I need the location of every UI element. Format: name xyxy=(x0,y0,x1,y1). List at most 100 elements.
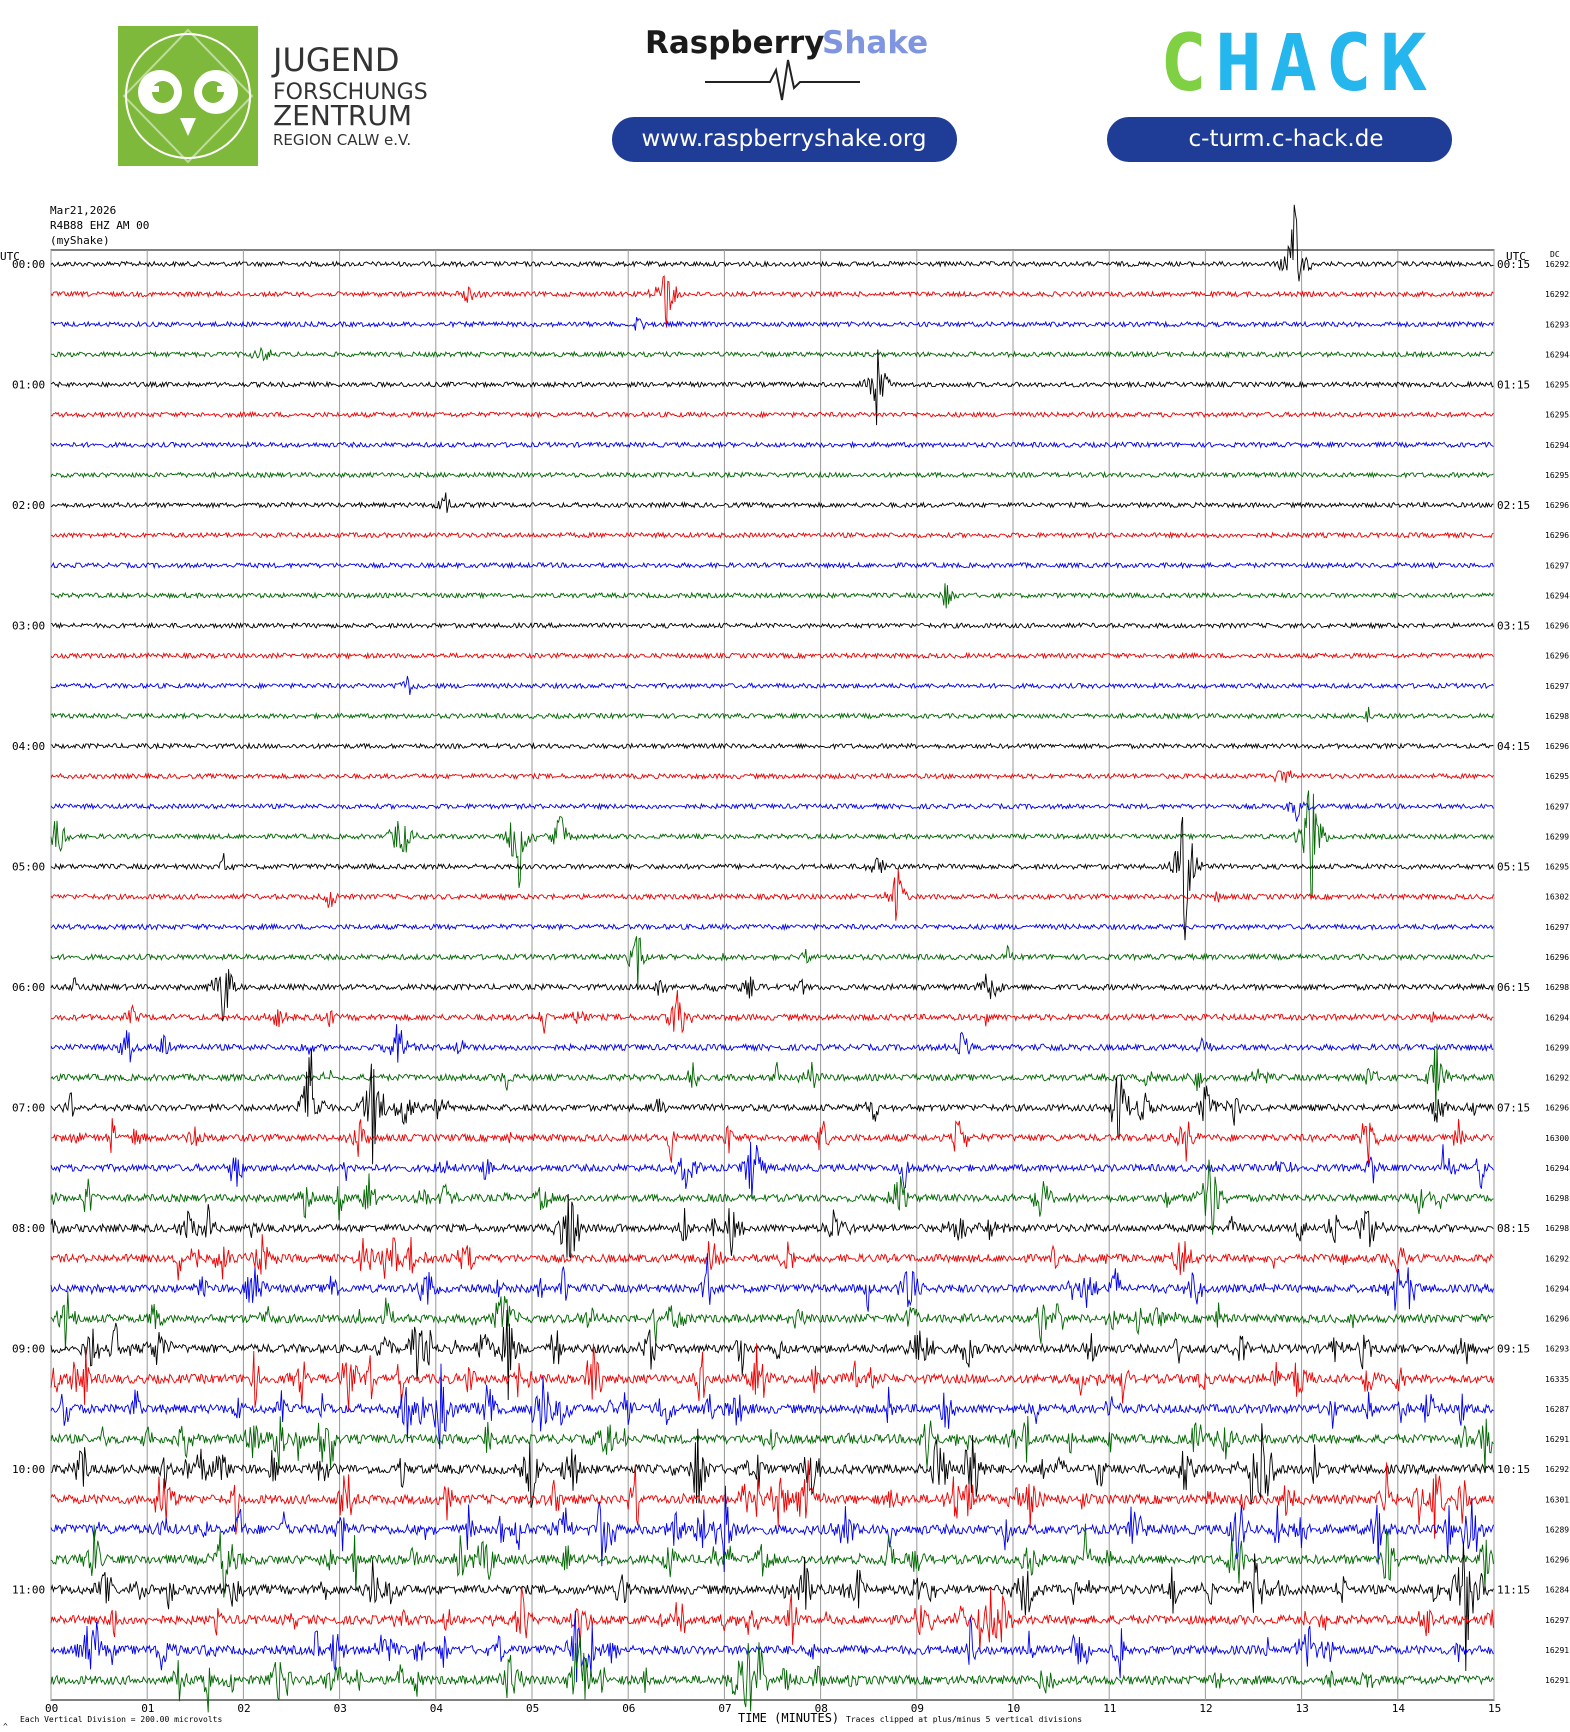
left-hour-label: 01:00 xyxy=(12,379,45,392)
dc-offset-label: 16292 xyxy=(1545,290,1569,299)
chack-letter-k: K xyxy=(1380,19,1427,109)
dc-offset-label: 16293 xyxy=(1545,1345,1569,1354)
rs-url-pill[interactable] xyxy=(612,117,957,162)
dc-offset-label: 16297 xyxy=(1545,1616,1569,1625)
trace-line xyxy=(50,1485,1494,1573)
dc-offset-label: 16289 xyxy=(1545,1525,1569,1534)
trace-line xyxy=(50,651,1494,660)
trace-line xyxy=(50,817,1494,941)
trace-line xyxy=(50,621,1494,630)
right-hour-label: 10:15 xyxy=(1497,1463,1530,1476)
right-hour-label: 09:15 xyxy=(1497,1343,1530,1356)
dc-offset-label: 16296 xyxy=(1545,531,1569,540)
dc-offset-label: 16297 xyxy=(1545,682,1569,691)
jfz-line2: FORSCHUNGS xyxy=(273,80,428,105)
dc-offset-label: 16302 xyxy=(1545,893,1569,902)
dc-offset-label: 16295 xyxy=(1545,381,1569,390)
x-axis-label: TIME (MINUTES) xyxy=(738,1711,839,1725)
right-hour-label: 00:15 xyxy=(1497,258,1530,271)
left-hour-label: 08:00 xyxy=(12,1222,45,1235)
rs-url-link[interactable]: www.raspberryshake.org xyxy=(642,126,927,152)
x-tick-label: 15 xyxy=(1488,1702,1501,1715)
x-tick-label: 01 xyxy=(141,1702,154,1715)
chack-letter-c2: C xyxy=(1325,19,1372,109)
dc-offset-label: 16299 xyxy=(1545,1043,1569,1052)
right-hour-label: 07:15 xyxy=(1497,1102,1530,1115)
chack-letter-h: H xyxy=(1215,19,1262,109)
dc-offset-label: 16294 xyxy=(1545,441,1569,450)
traces-group xyxy=(50,204,1494,1713)
dc-offset-label: 16292 xyxy=(1545,1254,1569,1263)
dc-offset-label: 16295 xyxy=(1545,411,1569,420)
dc-offset-label: 16298 xyxy=(1545,1224,1569,1233)
trace-line xyxy=(50,990,1494,1034)
x-tick-label: 12 xyxy=(1199,1702,1212,1715)
dc-offset-label: 16294 xyxy=(1545,1164,1569,1173)
footer-mark: ^ xyxy=(3,1722,8,1731)
dc-offset-label: 16296 xyxy=(1545,953,1569,962)
dc-offset-label: 16296 xyxy=(1545,1315,1569,1324)
trace-line xyxy=(50,317,1494,331)
x-tick-label: 04 xyxy=(430,1702,444,1715)
dc-offset-label: 16299 xyxy=(1545,832,1569,841)
plot-date: Mar21,2026 xyxy=(50,204,116,217)
dc-offset-label: 16295 xyxy=(1545,471,1569,480)
chack-letter-a: A xyxy=(1270,19,1317,109)
trace-line xyxy=(50,1343,1494,1411)
trace-line xyxy=(50,1309,1494,1401)
right-hour-label: 05:15 xyxy=(1497,861,1530,874)
right-hour-label: 11:15 xyxy=(1497,1584,1530,1597)
chack-letter-c: C xyxy=(1160,19,1207,109)
left-hour-label: 02:00 xyxy=(12,499,45,512)
right-hour-label: 04:15 xyxy=(1497,740,1530,753)
trace-line xyxy=(50,1290,1494,1351)
x-tick-label: 10 xyxy=(1007,1702,1020,1715)
trace-line xyxy=(50,1141,1494,1199)
dc-offset-label: 16298 xyxy=(1545,983,1569,992)
right-hour-label: 02:15 xyxy=(1497,499,1530,512)
dc-offset-label: 16296 xyxy=(1545,742,1569,751)
trace-line xyxy=(50,275,1494,328)
trace-line xyxy=(50,741,1494,751)
x-tick-label: 02 xyxy=(237,1702,250,1715)
dc-offset-label: 16296 xyxy=(1545,652,1569,661)
trace-line xyxy=(50,1460,1494,1539)
dc-offset-label: 16296 xyxy=(1545,622,1569,631)
trace-line xyxy=(50,440,1494,449)
dc-offset-label: 16284 xyxy=(1545,1586,1569,1595)
trace-line xyxy=(50,1541,1494,1672)
dc-offset-label: 16335 xyxy=(1545,1375,1569,1384)
left-hour-label: 03:00 xyxy=(12,620,45,633)
dc-offset-label: 16295 xyxy=(1545,772,1569,781)
x-tick-label: 09 xyxy=(911,1702,924,1715)
trace-line xyxy=(50,1043,1494,1112)
x-tick-label: 00 xyxy=(45,1702,58,1715)
dc-offset-label: 16287 xyxy=(1545,1405,1569,1414)
right-hour-label: 08:15 xyxy=(1497,1222,1530,1235)
dc-label: DC xyxy=(1550,250,1560,259)
trace-line xyxy=(50,706,1494,723)
trace-line xyxy=(50,1253,1494,1312)
dc-offset-label: 16292 xyxy=(1545,1074,1569,1083)
trace-line xyxy=(50,410,1494,419)
trace-line xyxy=(50,583,1494,609)
dc-offset-label: 16297 xyxy=(1545,802,1569,811)
dc-offset-label: 16291 xyxy=(1545,1435,1569,1444)
left-hour-label: 05:00 xyxy=(12,861,45,874)
x-tick-label: 05 xyxy=(526,1702,539,1715)
chack-url-link[interactable]: c-turm.c-hack.de xyxy=(1189,126,1384,152)
x-tick-label: 11 xyxy=(1103,1702,1116,1715)
left-hour-label: 06:00 xyxy=(12,981,45,994)
dc-offset-label: 16300 xyxy=(1545,1134,1569,1143)
x-tick-label: 08 xyxy=(815,1702,828,1715)
dc-offset-label: 16298 xyxy=(1545,1194,1569,1203)
rs-seismograph-icon xyxy=(705,59,860,101)
x-tick-label: 07 xyxy=(718,1702,731,1715)
rs-brand-shake: Shake xyxy=(822,25,928,61)
chack-url-pill[interactable] xyxy=(1107,117,1452,162)
trace-line xyxy=(50,1234,1494,1281)
dc-offset-label: 16296 xyxy=(1545,1556,1569,1565)
trace-line xyxy=(50,1636,1494,1713)
trace-line xyxy=(50,346,1494,362)
trace-line xyxy=(50,869,1494,921)
